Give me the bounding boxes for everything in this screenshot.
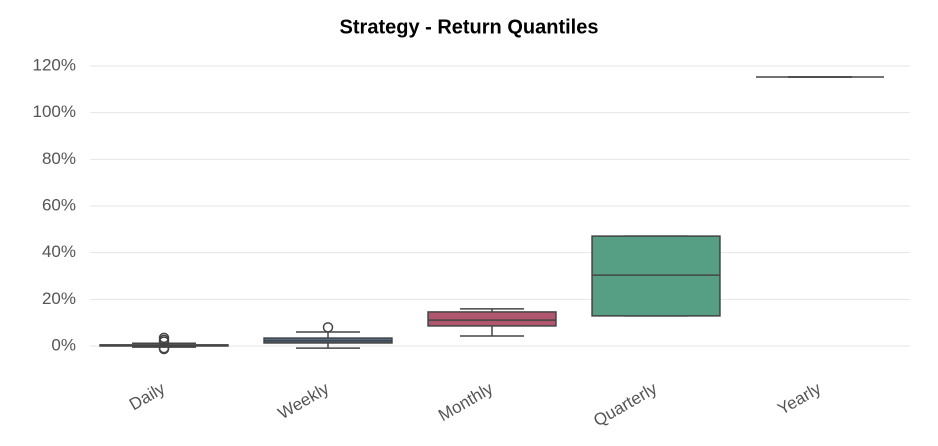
x-tick-label: Weekly	[275, 379, 333, 423]
x-tick-label: Daily	[126, 379, 169, 415]
y-tick-label: 20%	[42, 289, 76, 308]
y-tick-label: 120%	[33, 55, 76, 74]
y-tick-label: 100%	[33, 102, 76, 121]
y-tick-label: 60%	[42, 195, 76, 214]
box	[427, 311, 557, 327]
y-tick-label: 0%	[51, 335, 76, 354]
box	[591, 235, 721, 317]
x-tick-label: Yearly	[774, 379, 824, 419]
y-tick-label: 40%	[42, 242, 76, 261]
outlier	[322, 322, 334, 333]
x-tick-label: Quarterly	[590, 379, 660, 431]
y-tick-label: 80%	[42, 149, 76, 168]
chart-title: Strategy - Return Quantiles	[340, 16, 599, 38]
outlier	[158, 342, 170, 354]
outlier	[158, 336, 170, 347]
x-tick-label: Monthly	[435, 379, 496, 425]
